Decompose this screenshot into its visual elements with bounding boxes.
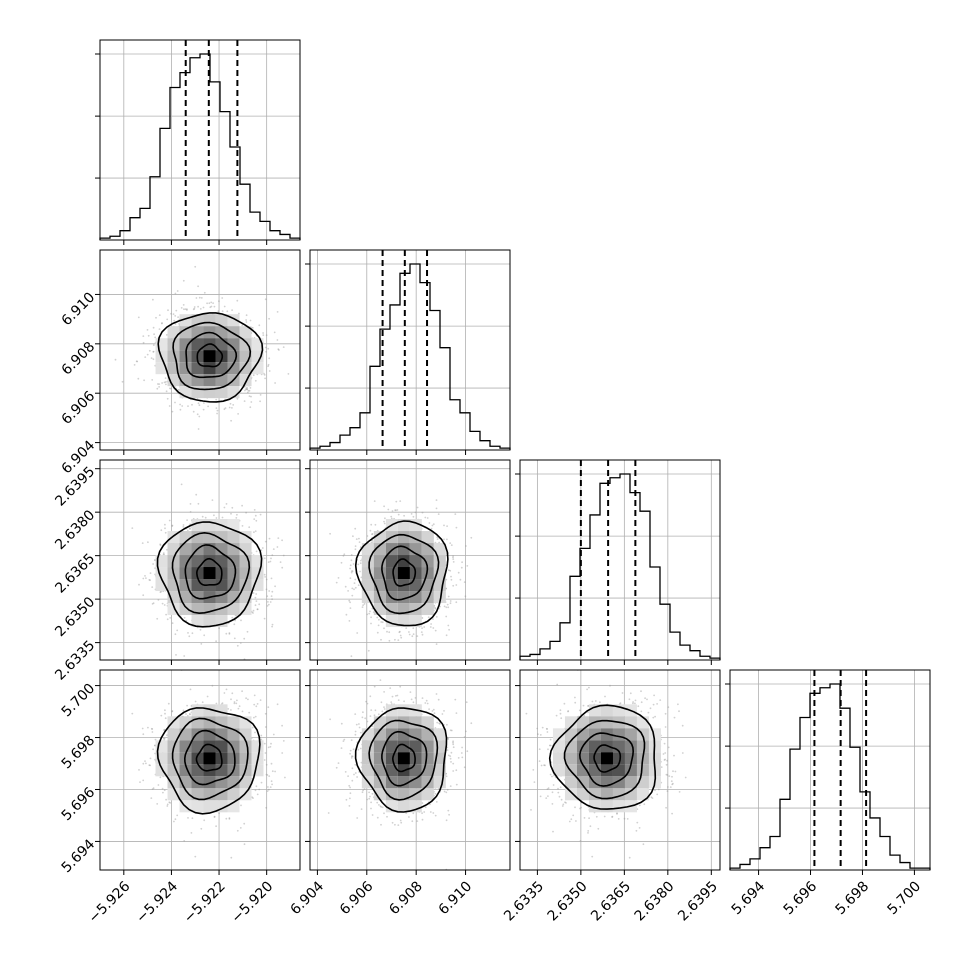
panel-frame bbox=[309, 249, 511, 451]
contour-level-1 bbox=[195, 743, 223, 772]
panel-p2-p4 bbox=[305, 669, 511, 875]
panels: −5.926 −5.924 −5.922 −5.920 6.904 6.906 6.908 6… bbox=[52, 39, 931, 926]
y-tick-label-p4: 5.694 bbox=[59, 836, 99, 876]
contour-level-2 bbox=[184, 544, 237, 600]
contour-level-2 bbox=[381, 545, 429, 601]
x-tick-label-p1: −5.926 bbox=[86, 878, 134, 926]
density-layer bbox=[131, 670, 286, 859]
contour-level-2 bbox=[381, 730, 428, 787]
panel-p1-p4 bbox=[95, 669, 301, 875]
x-tick-label-p3: 2.6335 bbox=[501, 878, 547, 924]
density-layer bbox=[329, 499, 473, 658]
contour-level-3 bbox=[172, 321, 252, 391]
density-layer bbox=[131, 483, 285, 660]
x-tick-label-p2: 6.906 bbox=[337, 878, 377, 918]
density-cells bbox=[155, 704, 264, 813]
contour-level-1 bbox=[196, 343, 224, 368]
panel-frame bbox=[99, 39, 301, 241]
density-peak bbox=[203, 752, 216, 765]
x-tick-label-p4: 5.694 bbox=[729, 878, 769, 918]
x-tick-label-p2: 6.904 bbox=[288, 878, 328, 918]
density-peak bbox=[203, 350, 216, 363]
contour-level-3 bbox=[368, 533, 440, 615]
x-tick-label-p1: −5.920 bbox=[228, 878, 276, 926]
contour-level-3 bbox=[171, 717, 249, 801]
y-tick-label-p2: 6.908 bbox=[59, 339, 99, 379]
x-tick-label-p3: 2.6380 bbox=[632, 878, 678, 924]
y-tick-label-p4: 5.700 bbox=[59, 681, 99, 721]
contour-level-1 bbox=[195, 557, 223, 586]
x-tick-label-p4: 5.698 bbox=[833, 878, 873, 918]
x-tick-label-p2: 6.910 bbox=[436, 878, 476, 918]
panel-hist-p4 bbox=[725, 669, 931, 875]
x-tick-label-p1: −5.924 bbox=[133, 878, 181, 926]
y-tick-label-p4: 5.698 bbox=[59, 733, 99, 773]
contour-level-3 bbox=[171, 531, 251, 615]
contour-level-4 bbox=[156, 521, 263, 628]
panel-frame bbox=[729, 669, 931, 871]
y-tick-label-p3: 2.6350 bbox=[52, 594, 98, 640]
x-tick-label-p1: −5.922 bbox=[181, 878, 229, 926]
panel-hist-p2 bbox=[305, 249, 511, 455]
panel-frame bbox=[99, 669, 301, 871]
contour-level-4 bbox=[157, 312, 264, 403]
y-tick-label-p3: 2.6335 bbox=[52, 638, 98, 684]
panel-frame bbox=[99, 249, 301, 451]
x-tick-label-p4: 5.696 bbox=[781, 878, 821, 918]
density-layer bbox=[327, 679, 473, 870]
contour-level-1 bbox=[593, 744, 622, 773]
x-tick-label-p3: 2.6350 bbox=[545, 878, 591, 924]
x-tick-label-p3: 2.6365 bbox=[588, 878, 634, 924]
density-peak bbox=[397, 752, 410, 765]
y-tick-label-p3: 2.6380 bbox=[52, 507, 98, 553]
panel-p1-p2 bbox=[95, 249, 301, 455]
density-peak bbox=[203, 567, 216, 580]
panel-p1-p3 bbox=[95, 459, 301, 665]
density-layer bbox=[525, 670, 687, 859]
y-tick-label-p3: 2.6365 bbox=[52, 551, 98, 597]
x-tick-label-p4: 5.700 bbox=[885, 878, 925, 918]
panel-p2-p3 bbox=[305, 459, 511, 665]
contour-level-2 bbox=[183, 729, 236, 786]
panel-frame bbox=[519, 459, 721, 661]
contour-level-4 bbox=[548, 704, 657, 810]
contour-level-3 bbox=[563, 719, 646, 800]
contour-level-1 bbox=[392, 558, 417, 587]
y-tick-label-p4: 5.696 bbox=[59, 784, 99, 824]
x-tick-label-p3: 2.6395 bbox=[675, 878, 721, 924]
density-peak bbox=[397, 567, 410, 580]
x-tick-label-p2: 6.908 bbox=[386, 878, 426, 918]
contour-level-4 bbox=[354, 707, 448, 813]
panel-frame bbox=[309, 459, 511, 661]
y-tick-label-p2: 6.906 bbox=[59, 388, 99, 428]
y-tick-label-p2: 6.910 bbox=[59, 289, 99, 329]
panel-hist-p1 bbox=[95, 39, 301, 245]
panel-frame bbox=[309, 669, 511, 871]
histogram-step-p3 bbox=[519, 473, 721, 660]
panel-frame bbox=[519, 669, 721, 871]
density-layer bbox=[114, 265, 290, 430]
contour-level-1 bbox=[391, 743, 416, 773]
contour-level-4 bbox=[156, 707, 261, 815]
histogram-step-p2 bbox=[309, 263, 511, 450]
histogram-step-p1 bbox=[99, 53, 301, 240]
contour-level-2 bbox=[578, 732, 635, 787]
panel-p3-p4 bbox=[515, 669, 721, 875]
density-cells bbox=[155, 519, 264, 628]
density-cells bbox=[361, 704, 446, 813]
density-peak bbox=[600, 752, 613, 765]
contour-level-4 bbox=[354, 520, 449, 627]
histogram-step-p4 bbox=[729, 683, 931, 870]
contour-level-3 bbox=[368, 719, 439, 801]
contour-level-2 bbox=[185, 331, 238, 379]
panel-frame bbox=[99, 459, 301, 661]
panel-hist-p3 bbox=[515, 459, 721, 665]
